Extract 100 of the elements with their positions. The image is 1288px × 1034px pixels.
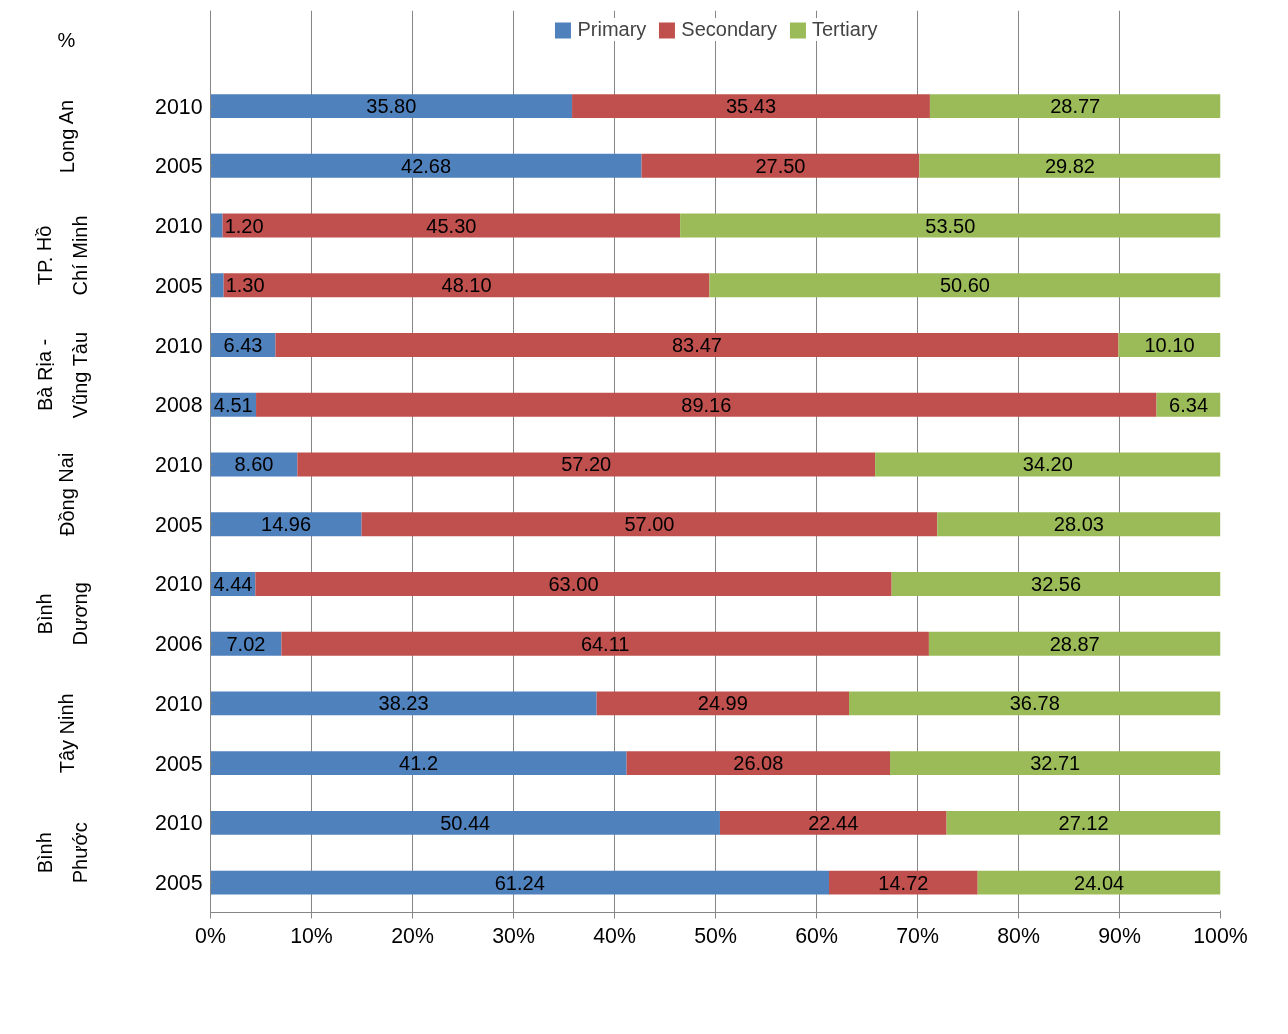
- legend-label: Secondary: [681, 18, 777, 41]
- x-tick-label: 30%: [492, 923, 535, 948]
- x-tick-label: 50%: [694, 923, 737, 948]
- y-tick-label: 2005: [155, 154, 203, 179]
- data-label: 8.60: [234, 453, 274, 476]
- data-label: 28.77: [1050, 95, 1101, 118]
- data-label: 45.30: [426, 214, 477, 237]
- bar: [937, 512, 1221, 537]
- data-label: 14.72: [878, 871, 929, 894]
- bar: [641, 153, 920, 178]
- bar: [275, 333, 1119, 357]
- text: TP. Hồ Chí Minh: [33, 215, 91, 296]
- data-label: 38.23: [378, 692, 429, 715]
- data-label: 50.60: [939, 274, 991, 297]
- y-tick-label: 2005: [155, 273, 203, 298]
- bar: [709, 273, 1221, 298]
- data-label: 27.12: [1058, 811, 1109, 834]
- bar: [929, 94, 1221, 119]
- data-label: 48.10: [441, 274, 492, 297]
- y-tick-label: 2006: [155, 632, 203, 657]
- y-axis-title: %: [57, 29, 76, 52]
- y-tick-label: 2010: [155, 94, 203, 119]
- bar: [210, 870, 830, 895]
- bar: [680, 213, 1221, 238]
- text: Đồng Nai: [55, 452, 78, 537]
- bar: [890, 751, 1221, 776]
- data-label: 63.00: [548, 572, 599, 595]
- y-tick-label: 2005: [155, 751, 203, 776]
- data-label: 1.20: [224, 214, 264, 237]
- data-label: 7.02: [226, 632, 266, 655]
- bar: [829, 870, 978, 895]
- data-label: 89.16: [681, 393, 732, 416]
- data-label: 1.30: [225, 274, 265, 297]
- text: Bình Phước: [33, 822, 91, 884]
- y-tick-label: 2005: [155, 512, 203, 537]
- data-label: 41.2: [399, 752, 439, 775]
- text: Long An: [55, 99, 78, 174]
- bar: [210, 273, 224, 298]
- x-tick-label: 70%: [896, 923, 939, 948]
- data-label: 35.43: [725, 95, 777, 118]
- data-label: 57.00: [624, 513, 675, 536]
- data-label: 24.04: [1074, 871, 1125, 894]
- bar: [223, 273, 710, 298]
- y-tick-label: 2010: [155, 572, 203, 597]
- data-label: 29.82: [1044, 154, 1095, 177]
- data-label: 26.08: [733, 752, 784, 775]
- bar: [255, 572, 892, 596]
- data-label: 28.87: [1049, 632, 1100, 655]
- bar: [875, 452, 1221, 477]
- bar: [256, 392, 1157, 417]
- data-label: 34.20: [1022, 453, 1073, 476]
- bar: [210, 94, 573, 119]
- bar: [891, 572, 1221, 596]
- bar: [946, 810, 1221, 835]
- bar: [572, 94, 930, 119]
- data-label: 10.10: [1144, 334, 1195, 357]
- data-label: 27.50: [755, 154, 806, 177]
- legend-label: Tertiary: [811, 18, 878, 41]
- data-label: 4.44: [213, 572, 253, 595]
- y-tick-label: 2008: [155, 393, 203, 418]
- y-tick-label: 2010: [155, 214, 203, 239]
- y-tick-label: 2010: [155, 333, 203, 358]
- x-tick-label: 60%: [795, 923, 838, 948]
- x-tick-label: 20%: [391, 923, 434, 948]
- bar: [361, 512, 938, 537]
- bar: [210, 751, 627, 776]
- y-tick-label: 2010: [155, 691, 203, 716]
- data-label: 6.43: [223, 334, 263, 357]
- data-label: 36.78: [1009, 692, 1060, 715]
- bar: [210, 810, 720, 835]
- bar: [210, 153, 642, 178]
- bar: [210, 213, 223, 238]
- x-tick-label: 40%: [593, 923, 636, 948]
- bar: [210, 512, 362, 537]
- x-tick-label: 100%: [1193, 923, 1248, 948]
- y-tick-label: 2010: [155, 811, 203, 836]
- data-label: 64.11: [580, 632, 630, 655]
- bar: [928, 631, 1221, 656]
- y-tick-label: 2010: [155, 452, 203, 477]
- bar: [849, 691, 1221, 716]
- text: Tây Ninh: [55, 693, 78, 774]
- data-label: 61.24: [494, 871, 545, 894]
- data-label: 32.56: [1031, 572, 1082, 595]
- x-tick-label: 0%: [195, 923, 226, 948]
- bar: [626, 751, 891, 776]
- x-tick-label: 10%: [290, 923, 333, 948]
- x-tick-label: 90%: [1098, 923, 1141, 948]
- data-label: 14.96: [261, 513, 312, 536]
- data-label: 57.20: [561, 453, 612, 476]
- bar: [210, 691, 597, 716]
- data-label: 6.34: [1169, 393, 1209, 416]
- text: Bình Dương: [33, 582, 91, 646]
- text: Bà Rịa - Vũng Tàu: [33, 331, 91, 419]
- data-label: 24.99: [697, 692, 748, 715]
- data-label: 4.51: [213, 393, 253, 416]
- data-label: 83.47: [671, 334, 722, 357]
- data-label: 35.80: [366, 95, 417, 118]
- data-label: 42.68: [401, 154, 452, 177]
- bar: [719, 810, 947, 835]
- data-label: 28.03: [1053, 513, 1104, 536]
